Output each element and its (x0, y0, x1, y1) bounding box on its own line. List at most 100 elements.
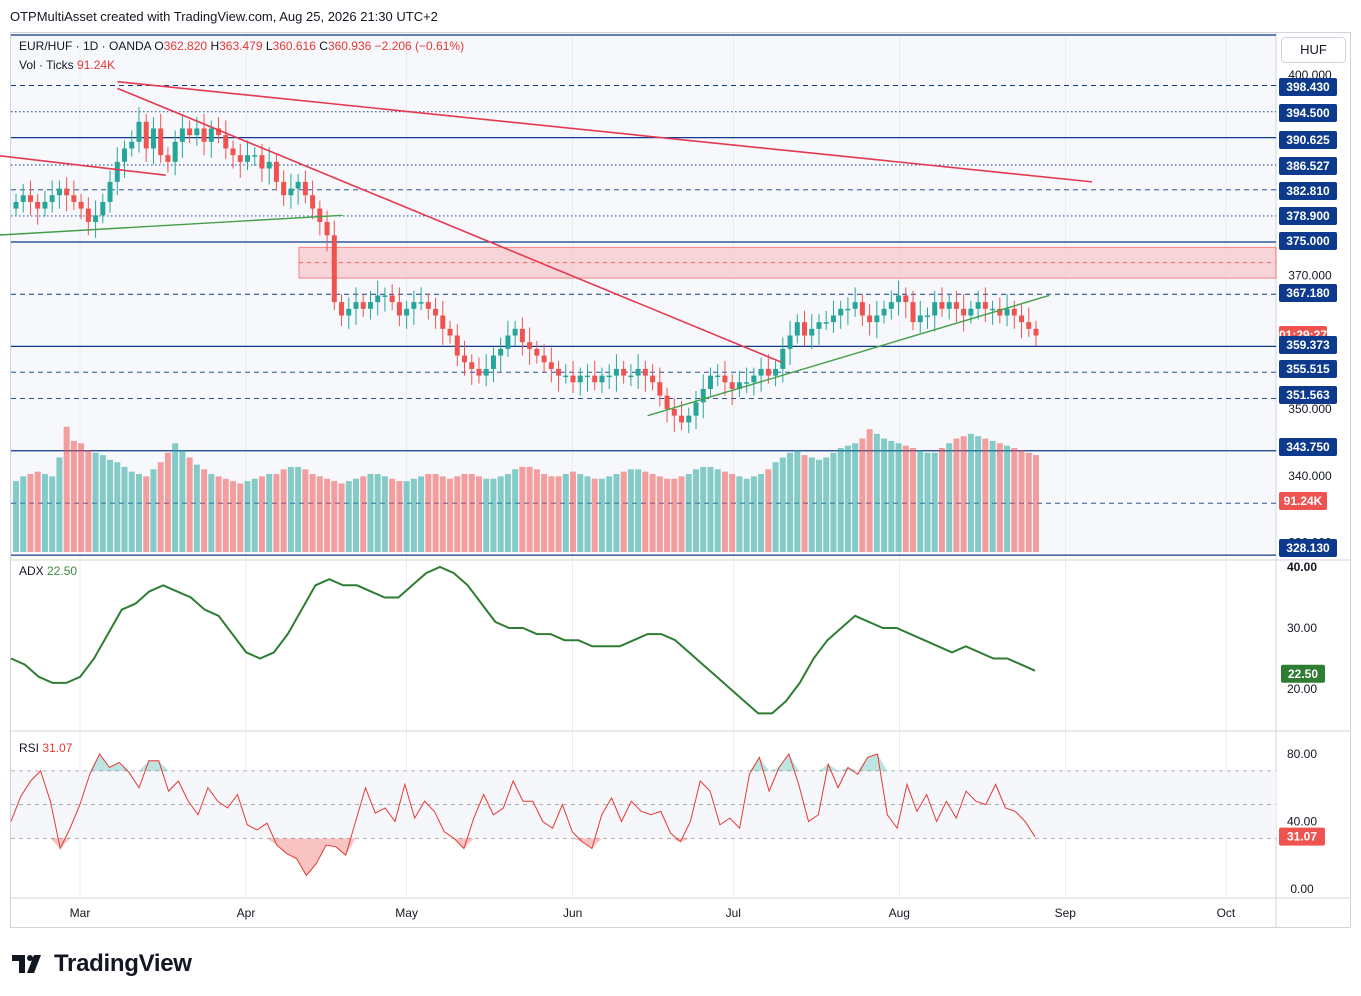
volume-bar (873, 433, 880, 552)
tradingview-logo[interactable]: TradingView (12, 950, 192, 978)
volume-bar (345, 481, 352, 552)
price-label-box (1279, 336, 1337, 354)
price-label-box (1279, 182, 1337, 200)
rsi-overbought-fill (769, 767, 779, 771)
x-tick-label: May (395, 906, 418, 920)
volume-bar (982, 438, 989, 552)
volume-bar (107, 459, 114, 552)
rsi-oversold-fill (50, 838, 61, 849)
candle-body (194, 128, 200, 136)
candle-body (281, 181, 287, 196)
volume-bar (584, 476, 591, 552)
adx-value-label: 22.50 (1288, 667, 1318, 681)
candle-body (563, 375, 569, 378)
volume-bar (78, 443, 85, 552)
candle-body (990, 308, 996, 311)
volume-bar (989, 440, 996, 552)
currency-button[interactable]: HUF (1281, 37, 1346, 63)
candle-body (628, 375, 634, 378)
volume-bar (172, 443, 179, 552)
rsi-oversold-fill (335, 838, 346, 856)
candle-body (208, 128, 214, 142)
legend-symbol: EUR/HUF · 1D · OANDA (19, 39, 152, 53)
candle-body (859, 302, 865, 316)
candle-body (787, 335, 793, 349)
volume-bar (396, 481, 403, 552)
candle-body (946, 302, 952, 309)
volume-bar (678, 476, 685, 552)
candle-body (679, 415, 685, 423)
volume-bar (280, 469, 287, 552)
volume-bar (902, 445, 909, 552)
price-label-text: 378.900 (1286, 209, 1330, 223)
volume-bar (700, 466, 707, 552)
candle-body (273, 161, 279, 182)
candle-body (122, 148, 128, 162)
candle-body (1011, 308, 1017, 316)
volume-bar (685, 474, 692, 552)
candle-body (664, 395, 670, 409)
volume-bar (975, 436, 982, 552)
volume-legend: Vol · Ticks 91.24K (19, 58, 115, 72)
price-label-box (1279, 492, 1327, 510)
volume-bar (721, 471, 728, 552)
price-label-box (1279, 386, 1337, 404)
volume-bar (555, 476, 562, 552)
candle-body (910, 302, 916, 323)
adx-tick-label: 30.00 (1287, 621, 1317, 635)
rsi-label: RSI (19, 741, 40, 755)
candle-body (519, 328, 525, 343)
candle-body (584, 375, 590, 378)
candle-body (830, 315, 836, 323)
trendline (117, 80, 1093, 183)
volume-bar (309, 474, 316, 552)
candle-body (20, 195, 26, 202)
candle-body (56, 188, 62, 196)
volume-bar (461, 474, 468, 552)
price-label-box (1279, 207, 1337, 225)
volume-bar (779, 457, 786, 552)
adx-value: 22.50 (47, 564, 78, 578)
price-label-text: 343.750 (1286, 440, 1330, 454)
volume-bar (693, 469, 699, 552)
volume-bar (497, 476, 504, 552)
volume-bar (613, 474, 620, 552)
volume-bar (946, 443, 953, 552)
rsi-overbought-fill (818, 764, 829, 771)
candle-body (230, 148, 236, 156)
candle-body (237, 155, 243, 162)
volume-bar (360, 476, 367, 552)
volume-bar (881, 438, 888, 552)
volume-bar (1011, 448, 1018, 552)
volume-value: 91.24K (77, 58, 116, 72)
candle-body (447, 328, 453, 336)
rsi-overbought-fill (867, 754, 878, 771)
candle-body (686, 415, 692, 423)
volume-bar (92, 452, 99, 552)
adx-value-box (1281, 664, 1325, 683)
candle-body (635, 368, 641, 376)
rsi-overbought-fill (788, 754, 799, 771)
volume-bar (859, 438, 866, 552)
candle-body (158, 128, 164, 156)
price-label-text: 328.130 (1286, 541, 1330, 555)
candle-body (758, 368, 764, 376)
volume-bar (649, 474, 656, 552)
rsi-tick-label: 40.00 (1287, 815, 1317, 829)
rsi-oversold-fill (680, 838, 691, 842)
rsi-overbought-fill (847, 767, 858, 771)
price-label-box (1279, 438, 1337, 456)
volume-bar (562, 474, 569, 552)
volume-bar (801, 455, 808, 552)
candle-body (78, 201, 84, 209)
volume-bar (27, 474, 34, 552)
candle-body (324, 221, 330, 236)
candle-body (838, 308, 844, 316)
candle-body (881, 308, 887, 316)
volume-bar (128, 471, 135, 552)
rsi-oversold-fill (316, 838, 327, 864)
rsi-overbought-fill (857, 757, 868, 771)
volume-bar (447, 478, 454, 552)
volume-bar (164, 452, 171, 552)
